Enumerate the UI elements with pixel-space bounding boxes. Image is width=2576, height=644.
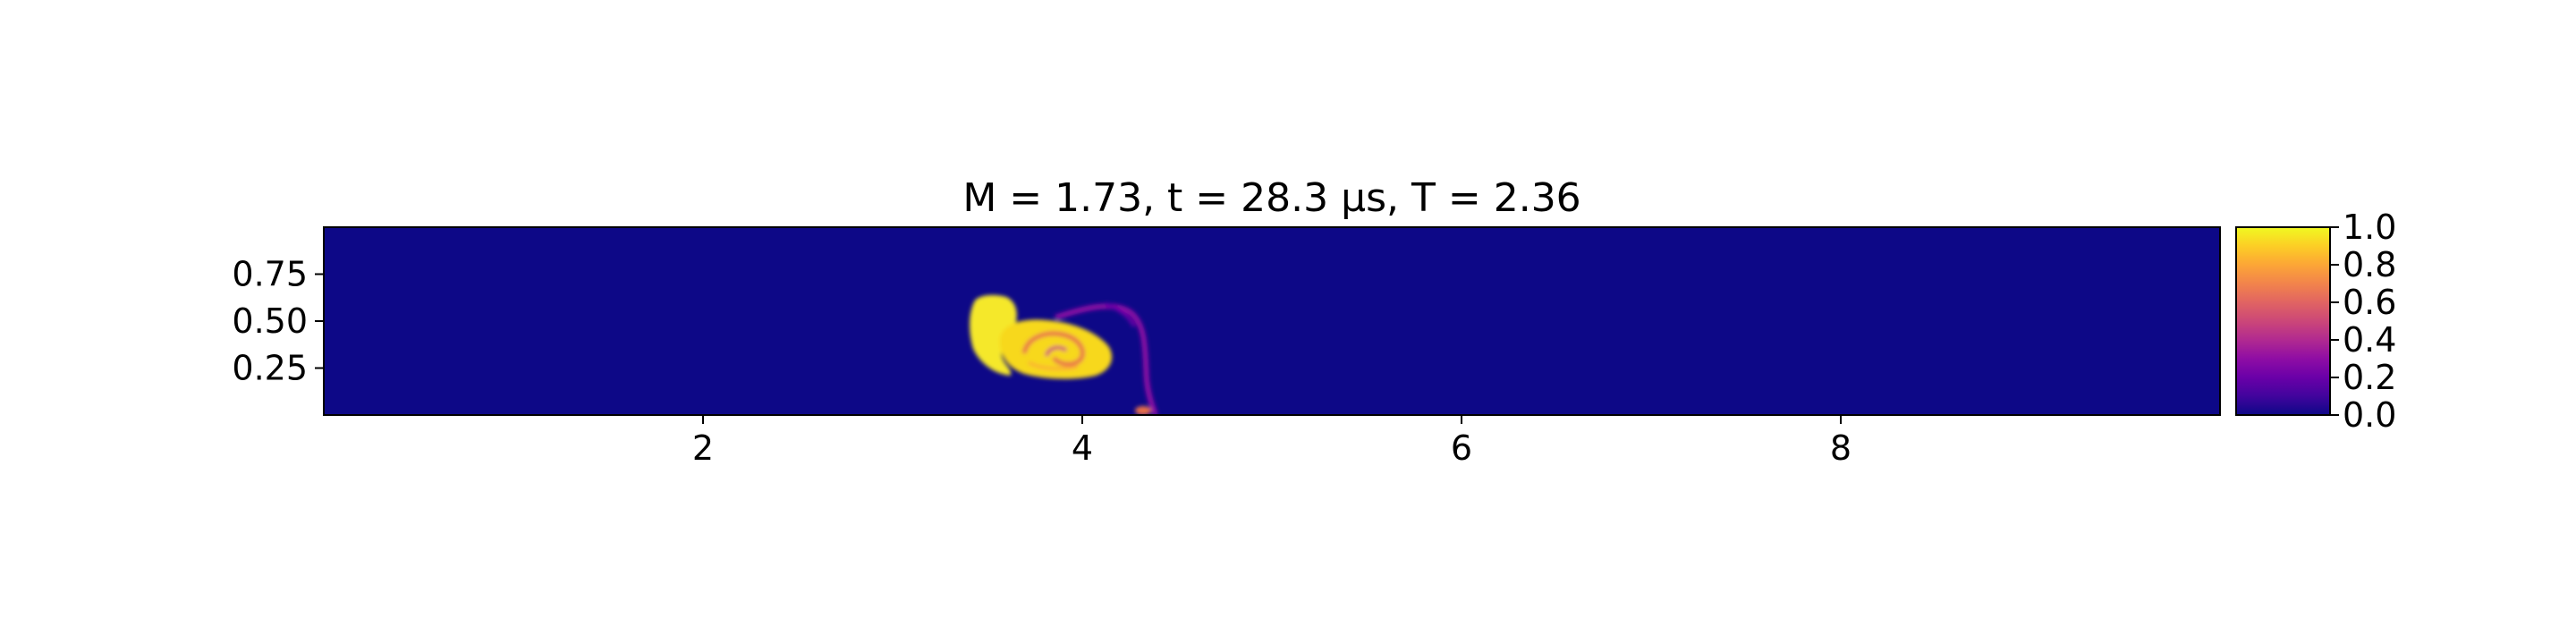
vortex-swirl-outer xyxy=(1021,331,1085,367)
y-axis: 0.25 0.50 0.75 xyxy=(232,255,324,388)
colorbar-tick-label: 0.2 xyxy=(2343,358,2396,397)
trailing-filament xyxy=(1055,303,1158,415)
colorbar: 0.00.20.40.60.81.0 xyxy=(2235,208,2396,435)
colorbar-ticks: 0.00.20.40.60.81.0 xyxy=(2330,208,2396,435)
vortex-core xyxy=(1028,360,1079,370)
colorbar-tick-label: 0.4 xyxy=(2343,320,2396,360)
colorbar-tick-label: 0.6 xyxy=(2343,283,2396,322)
wall-spot xyxy=(1135,406,1151,415)
heatmap-features xyxy=(970,294,1158,415)
x-tick-label: 4 xyxy=(1072,428,1093,468)
colorbar-tick-label: 1.0 xyxy=(2343,208,2396,247)
trailing-filament-inner xyxy=(1105,302,1136,327)
x-axis: 2 4 6 8 xyxy=(692,415,1852,468)
vortex-swirl-inner xyxy=(1045,345,1068,357)
x-tick-label: 2 xyxy=(692,428,714,468)
x-tick-label: 8 xyxy=(1830,428,1852,468)
y-tick-label: 0.75 xyxy=(232,255,308,294)
chart-title: M = 1.73, t = 28.3 μs, T = 2.36 xyxy=(962,175,1580,221)
y-tick-label: 0.25 xyxy=(232,349,308,388)
colorbar-tick-label: 0.8 xyxy=(2343,245,2396,284)
heatmap-plot xyxy=(323,226,2221,416)
plot-background xyxy=(324,227,2220,415)
colorbar-tick-label: 0.0 xyxy=(2343,395,2396,435)
x-tick-label: 6 xyxy=(1451,428,1472,468)
y-tick-label: 0.50 xyxy=(232,301,308,341)
upper-lobe xyxy=(970,294,1017,376)
colorbar-gradient xyxy=(2235,226,2331,416)
